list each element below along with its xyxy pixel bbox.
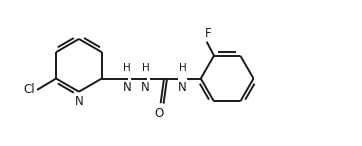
Text: H: H bbox=[142, 63, 150, 73]
Text: N: N bbox=[178, 81, 187, 94]
Text: N: N bbox=[123, 81, 132, 94]
Text: F: F bbox=[205, 27, 212, 40]
Text: O: O bbox=[155, 107, 164, 120]
Text: H: H bbox=[178, 63, 186, 73]
Text: H: H bbox=[123, 63, 131, 73]
Text: N: N bbox=[141, 81, 150, 94]
Text: N: N bbox=[75, 95, 83, 108]
Text: Cl: Cl bbox=[24, 83, 35, 96]
